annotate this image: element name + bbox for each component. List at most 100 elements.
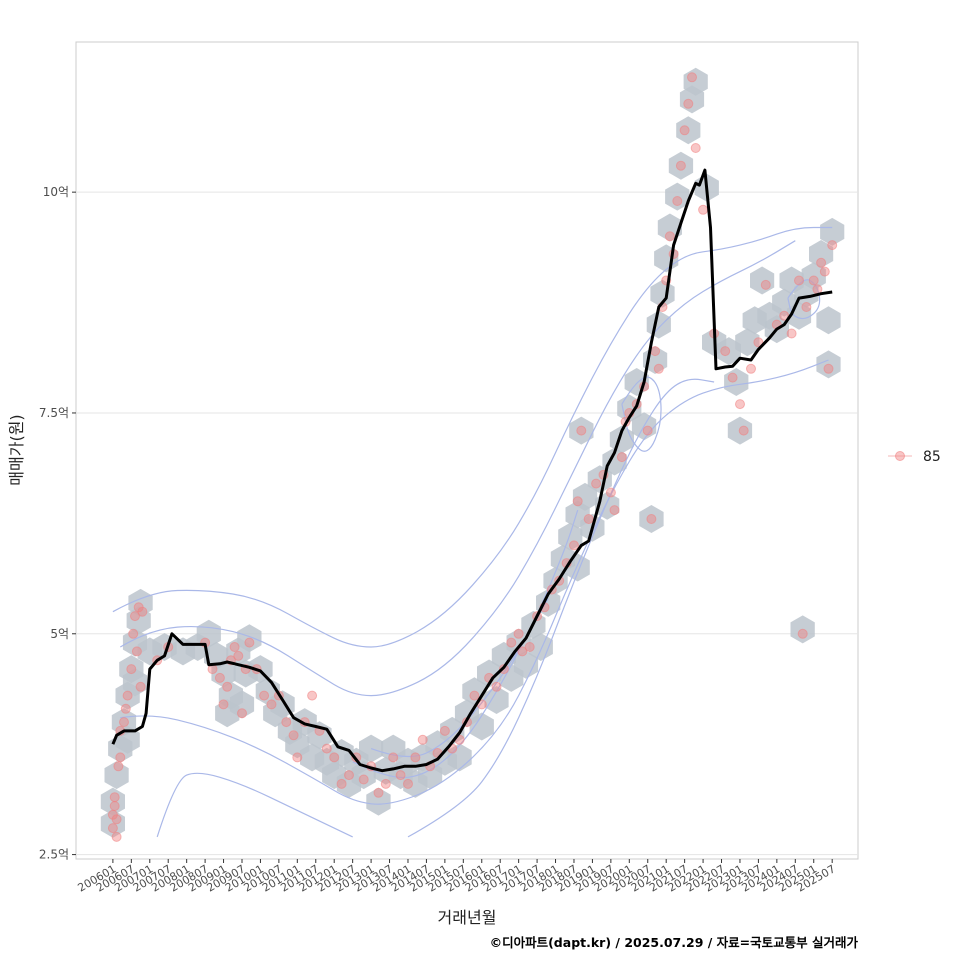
- transaction-point-29: [237, 708, 247, 719]
- density-contour-4: [407, 378, 715, 838]
- transaction-point-47: [358, 774, 369, 785]
- hex-bin-70: [569, 416, 594, 445]
- transaction-point-4: [111, 831, 122, 842]
- transaction-point-12: [126, 664, 137, 675]
- transaction-point-89: [642, 425, 653, 436]
- transaction-point-65: [491, 681, 502, 692]
- transaction-point-6: [113, 761, 124, 772]
- transaction-point-90: [646, 514, 657, 524]
- legend-label: 85: [923, 449, 941, 465]
- transaction-point-69: [517, 646, 528, 657]
- transaction-point-117: [801, 302, 812, 312]
- density-contours: [112, 226, 833, 838]
- density-contour-2: [120, 359, 829, 805]
- transaction-point-77: [572, 496, 583, 507]
- transaction-point-108: [738, 425, 749, 436]
- hex-bin-80: [639, 505, 664, 533]
- y-axis: 2.5억 5억 7.5억 10억: [39, 185, 76, 862]
- transaction-point-5: [111, 814, 122, 825]
- transaction-point-54: [410, 752, 421, 763]
- transaction-point-99: [679, 125, 690, 136]
- hex-bin-107: [809, 240, 834, 268]
- y-tick-label-2: 7.5억: [39, 406, 69, 420]
- transaction-point-31: [244, 637, 255, 648]
- transaction-point-62: [469, 690, 480, 701]
- trend-line-path: [111, 168, 833, 773]
- density-contour-1: [119, 240, 796, 697]
- transaction-point-45: [344, 770, 354, 781]
- transaction-point-38: [292, 752, 303, 763]
- transaction-point-13: [128, 628, 139, 639]
- density-contour-7: [621, 376, 662, 452]
- hex-bin-88: [676, 116, 701, 145]
- transaction-point-101: [687, 72, 697, 83]
- transaction-point-121: [819, 266, 830, 277]
- transaction-point-67: [506, 637, 517, 648]
- transaction-point-55: [417, 734, 428, 745]
- transaction-point-42: [321, 743, 332, 754]
- transaction-point-3: [109, 792, 120, 803]
- transaction-point-2: [109, 801, 120, 811]
- hex-bin-10: [122, 668, 148, 697]
- legend-key-point: [895, 451, 905, 461]
- transaction-point-111: [760, 279, 771, 290]
- transaction-point-80: [591, 478, 602, 489]
- hex-bin-51: [440, 716, 465, 745]
- transaction-point-28: [233, 650, 244, 661]
- hex-bin-75: [602, 447, 627, 476]
- hex-bin-18: [211, 659, 236, 688]
- transaction-point-18: [135, 681, 146, 692]
- hex-bin-57: [484, 686, 509, 714]
- y-tick-label-1: 5억: [50, 627, 69, 641]
- x-axis: 2006012006072007012007072008012008072009…: [76, 859, 838, 895]
- transaction-point-7: [115, 752, 126, 763]
- transaction-point-103: [698, 204, 709, 215]
- transaction-point-44: [336, 778, 347, 789]
- transaction-point-14: [130, 611, 140, 622]
- hex-bin-94: [724, 368, 749, 396]
- transaction-point-11: [122, 690, 133, 701]
- transaction-point-37: [288, 730, 299, 741]
- transaction-point-51: [388, 752, 399, 763]
- transaction-point-105: [720, 346, 731, 357]
- transaction-point-82: [605, 487, 616, 498]
- transaction-point-52: [395, 770, 406, 781]
- transaction-point-100: [683, 98, 694, 109]
- transaction-point-120: [816, 257, 827, 268]
- transaction-point-98: [675, 160, 686, 171]
- hex-bin-93: [716, 337, 741, 366]
- density-contour-3: [156, 772, 353, 838]
- hex-bin-24: [229, 690, 255, 719]
- transaction-point-53: [403, 778, 413, 789]
- transaction-point-116: [797, 628, 808, 639]
- transaction-point-23: [214, 672, 225, 683]
- transaction-point-34: [266, 699, 277, 710]
- hex-bin-60: [506, 628, 531, 657]
- transaction-point-79: [583, 514, 594, 524]
- y-axis-title: 매매가(원): [7, 414, 26, 485]
- trend-line: [111, 168, 833, 773]
- transaction-point-25: [222, 681, 233, 692]
- transaction-point-95: [664, 231, 675, 242]
- transaction-point-83: [609, 505, 620, 516]
- transaction-point-106: [727, 372, 738, 383]
- transaction-points: [107, 72, 838, 842]
- transaction-point-58: [439, 725, 450, 736]
- transaction-point-16: [137, 606, 148, 617]
- transaction-point-24: [218, 699, 229, 710]
- hex-bin-41: [366, 787, 391, 816]
- transaction-point-84: [616, 452, 627, 463]
- transaction-point-27: [229, 642, 240, 652]
- transaction-point-40: [307, 690, 318, 701]
- hex-bin-63: [528, 633, 553, 661]
- hex-bin-87: [668, 151, 694, 180]
- transaction-point-0: [107, 823, 118, 834]
- transaction-point-109: [746, 363, 756, 374]
- y-tick-label-0: 2.5억: [39, 848, 69, 862]
- transaction-point-102: [690, 143, 701, 153]
- transaction-point-114: [786, 328, 797, 339]
- y-tick-label-3: 10억: [43, 185, 69, 199]
- transaction-point-97: [672, 196, 683, 206]
- transaction-point-33: [259, 690, 270, 701]
